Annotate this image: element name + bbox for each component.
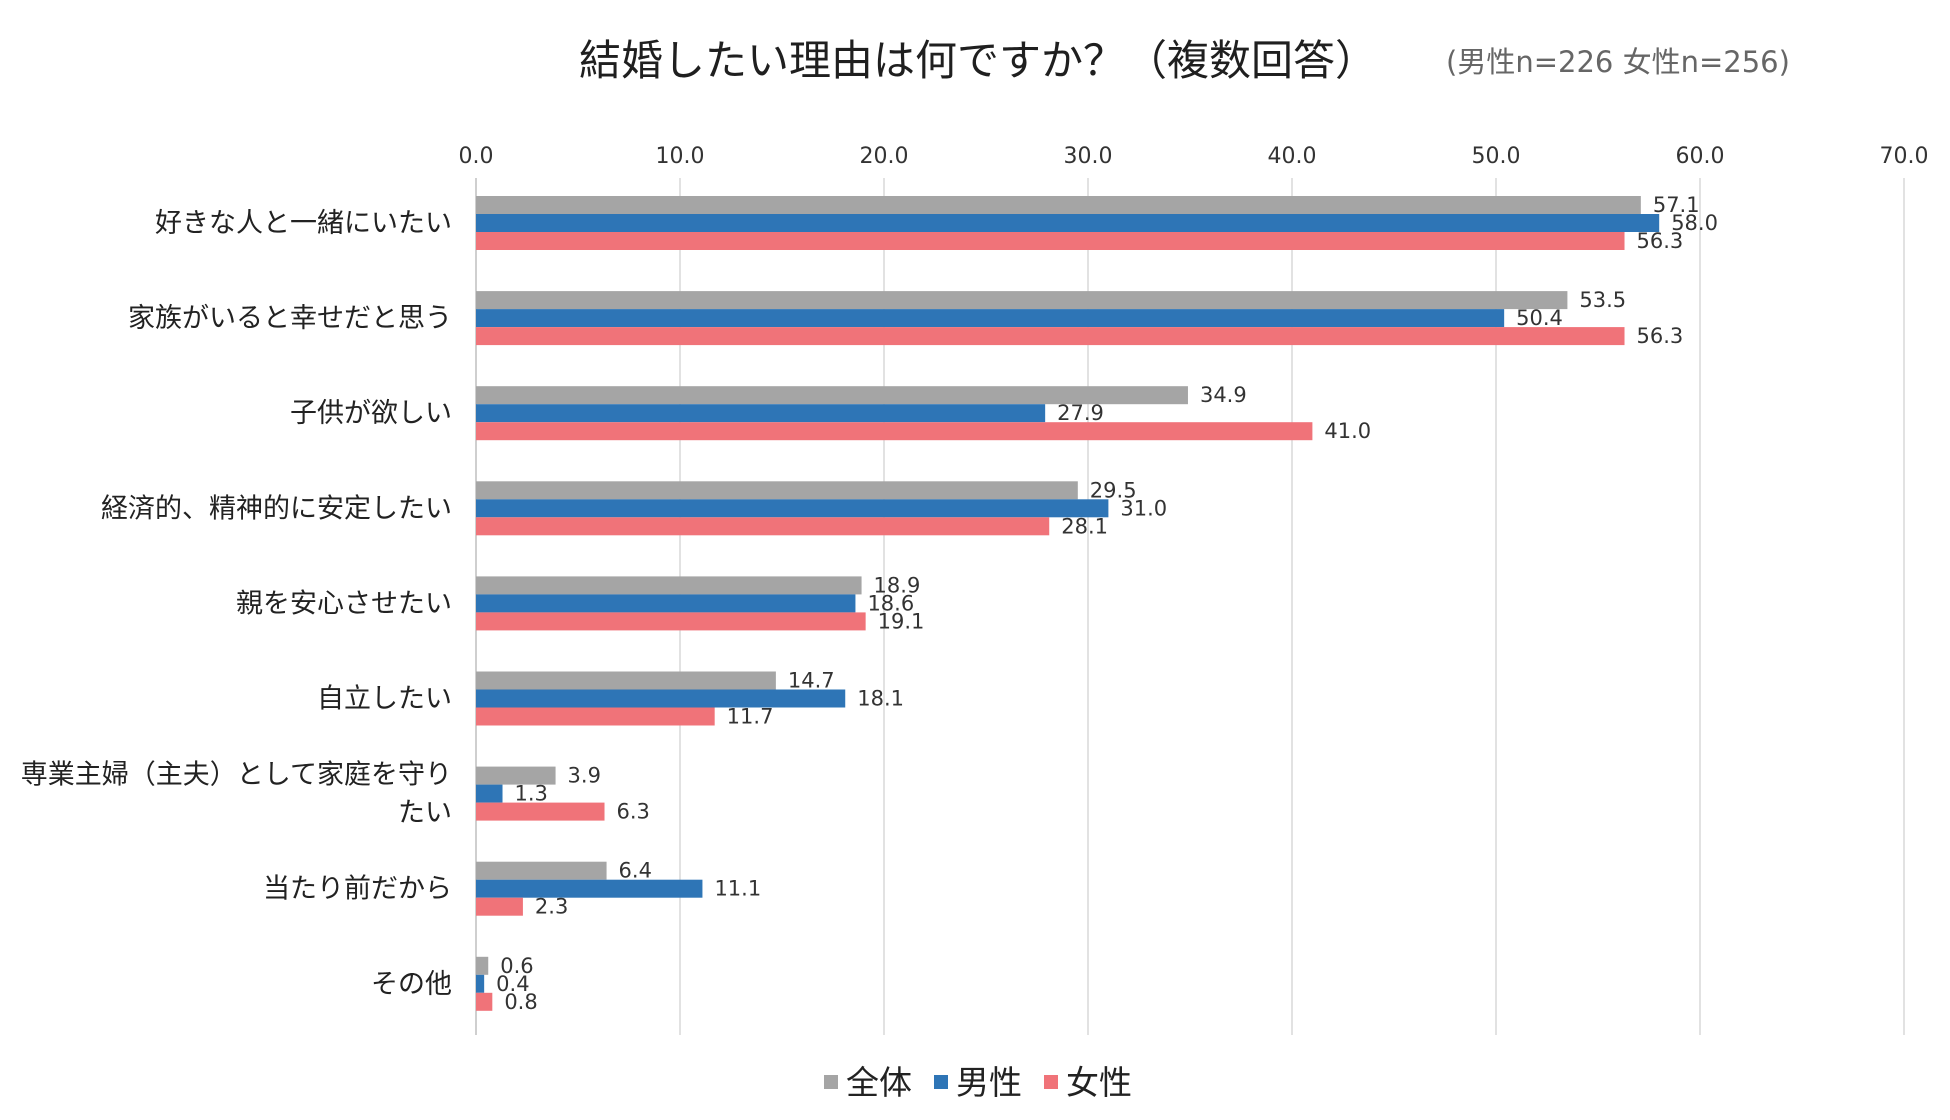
- data-label: 56.3: [1637, 229, 1684, 253]
- data-label: 3.9: [568, 764, 601, 788]
- bar-male: [476, 309, 1505, 328]
- data-label: 56.3: [1637, 324, 1684, 348]
- category-labels: 好きな人と一緒にいたい家族がいると幸せだと思う子供が欲しい経済的、精神的に安定し…: [21, 208, 452, 1000]
- x-tick-label: 20.0: [860, 144, 909, 169]
- data-label: 50.4: [1516, 306, 1563, 330]
- legend-swatch: [824, 1075, 838, 1089]
- bar-total: [476, 481, 1078, 500]
- category-label: 自立したい: [317, 684, 452, 715]
- bar-total: [476, 861, 607, 880]
- bar-female: [476, 707, 715, 726]
- data-label: 6.4: [619, 859, 652, 883]
- x-tick-label: 40.0: [1268, 144, 1317, 169]
- x-tick-label: 70.0: [1880, 144, 1929, 169]
- x-axis-ticks: 0.0 10.0 20.0 30.0 40.0 50.0 60.0 70.0: [459, 144, 1929, 169]
- category-label: たい: [398, 798, 452, 829]
- bar-female: [476, 232, 1625, 250]
- category-label: 経済的、精神的に安定したい: [101, 493, 452, 524]
- x-tick-label: 0.0: [459, 144, 494, 169]
- legend-label: 女性: [1066, 1063, 1132, 1102]
- category-label: 当たり前だから: [263, 874, 452, 905]
- data-label: 53.5: [1579, 288, 1626, 312]
- data-label: 2.3: [535, 895, 568, 919]
- bar-male: [476, 974, 485, 993]
- data-label: 58.0: [1671, 211, 1718, 235]
- bar-total: [476, 576, 862, 595]
- data-label: 0.4: [496, 972, 529, 996]
- bar-male: [476, 404, 1046, 423]
- data-label: 18.9: [874, 573, 921, 597]
- bar-female: [476, 422, 1313, 441]
- data-label: 34.9: [1200, 383, 1247, 407]
- category-label: 好きな人と一緒にいたい: [155, 208, 452, 239]
- bar-total: [476, 766, 556, 785]
- data-label: 18.6: [867, 591, 914, 615]
- bar-male: [476, 499, 1109, 518]
- data-label: 0.8: [504, 990, 537, 1014]
- x-tick-label: 10.0: [656, 144, 705, 169]
- data-label: 1.3: [515, 782, 548, 806]
- data-label: 14.7: [788, 669, 835, 693]
- category-label: その他: [371, 969, 452, 1000]
- bar-female: [476, 992, 493, 1011]
- legend: 全体 男性 女性: [824, 1063, 1132, 1102]
- bar-total: [476, 196, 1641, 214]
- bar-female: [476, 517, 1050, 536]
- legend-swatch: [1044, 1075, 1058, 1089]
- chart-subtitle: (男性n=226 女性n=256): [1446, 45, 1790, 79]
- data-label: 57.1: [1653, 193, 1700, 217]
- legend-swatch: [934, 1075, 948, 1089]
- category-label: 専業主婦（主夫）として家庭を守り: [21, 760, 452, 791]
- legend-label: 全体: [846, 1063, 912, 1102]
- data-label: 27.9: [1057, 401, 1104, 425]
- data-labels: 57.158.056.353.550.456.334.927.941.029.5…: [496, 193, 1718, 1014]
- data-label: 0.6: [500, 954, 533, 978]
- bar-female: [476, 327, 1625, 346]
- data-label: 29.5: [1090, 478, 1137, 502]
- bar-total: [476, 291, 1568, 310]
- bar-male: [476, 879, 703, 898]
- bar-female: [476, 612, 866, 631]
- bar-male: [476, 784, 503, 803]
- bar-total: [476, 671, 776, 690]
- data-label: 19.1: [878, 609, 925, 633]
- chart-title: 結婚したい理由は何ですか？（複数回答）: [579, 36, 1377, 85]
- data-label: 11.7: [727, 705, 774, 729]
- data-label: 28.1: [1061, 514, 1108, 538]
- bar-total: [476, 956, 489, 975]
- data-label: 18.1: [857, 687, 904, 711]
- x-tick-label: 50.0: [1472, 144, 1521, 169]
- data-label: 31.0: [1120, 496, 1167, 520]
- x-tick-label: 30.0: [1064, 144, 1113, 169]
- data-label: 6.3: [617, 800, 650, 824]
- data-label: 41.0: [1324, 419, 1371, 443]
- bar-male: [476, 594, 856, 613]
- category-label: 親を安心させたい: [236, 588, 452, 619]
- bars: [476, 196, 1660, 1011]
- data-label: 11.1: [714, 877, 761, 901]
- bar-female: [476, 802, 605, 821]
- bar-total: [476, 386, 1188, 405]
- category-label: 家族がいると幸せだと思う: [128, 303, 452, 334]
- x-tick-label: 60.0: [1676, 144, 1725, 169]
- legend-label: 男性: [956, 1063, 1022, 1102]
- category-label: 子供が欲しい: [290, 398, 452, 429]
- bar-male: [476, 214, 1660, 232]
- bar-male: [476, 689, 846, 708]
- bar-female: [476, 897, 523, 916]
